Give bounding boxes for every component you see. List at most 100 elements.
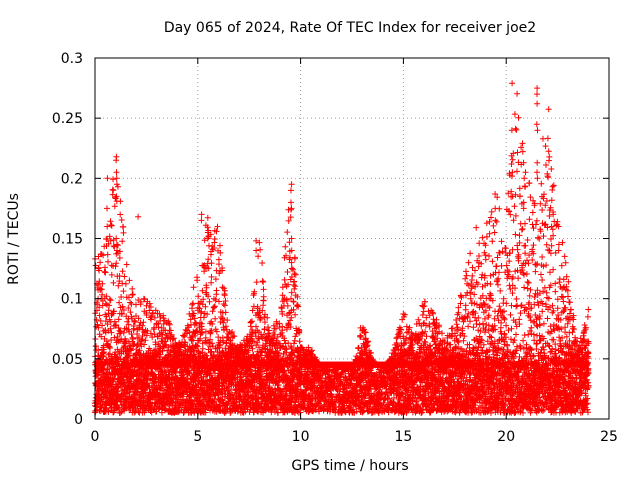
data-point	[259, 278, 266, 285]
data-point	[111, 308, 117, 315]
data-point	[115, 316, 122, 323]
data-point	[107, 297, 114, 304]
data-point	[213, 287, 220, 294]
data-point	[97, 317, 104, 324]
data-point	[105, 240, 112, 247]
data-point	[290, 298, 297, 305]
data-point	[128, 347, 135, 354]
data-point	[109, 191, 116, 198]
data-point	[117, 211, 124, 218]
data-point	[260, 286, 267, 293]
data-point	[119, 268, 126, 275]
data-point	[115, 384, 122, 391]
data-point	[104, 251, 111, 258]
data-point	[129, 291, 136, 298]
data-point	[132, 318, 139, 325]
data-point	[108, 222, 115, 229]
data-point	[292, 333, 299, 340]
data-point	[137, 298, 144, 305]
data-point	[99, 322, 106, 329]
data-point	[118, 294, 125, 300]
data-point	[110, 279, 117, 286]
data-point	[120, 224, 127, 230]
data-point	[110, 176, 116, 183]
data-point	[214, 223, 221, 230]
data-point	[115, 282, 122, 289]
data-point	[157, 314, 164, 321]
data-point	[106, 302, 113, 309]
data-point	[110, 187, 117, 194]
data-point	[112, 322, 119, 329]
data-point	[290, 266, 297, 273]
data-point	[102, 300, 109, 307]
data-point	[115, 324, 122, 331]
data-point	[129, 285, 136, 292]
data-point	[291, 255, 298, 262]
data-point	[222, 309, 229, 316]
data-point	[284, 229, 291, 236]
data-point	[281, 276, 288, 283]
data-point	[116, 255, 123, 261]
data-point	[120, 288, 127, 295]
data-point	[118, 217, 125, 223]
data-point	[195, 293, 202, 300]
data-point	[126, 277, 133, 284]
data-point	[130, 373, 137, 380]
data-point	[116, 299, 123, 306]
data-point	[205, 256, 212, 263]
data-point	[193, 320, 200, 327]
data-point	[111, 203, 118, 210]
data-point	[250, 292, 257, 299]
data-point	[98, 333, 105, 340]
data-point	[136, 347, 143, 354]
data-point	[97, 286, 104, 293]
data-point	[117, 198, 124, 205]
data-point	[261, 314, 268, 321]
data-point	[208, 260, 215, 267]
data-point	[104, 321, 111, 328]
data-point	[291, 270, 298, 277]
data-point	[200, 314, 207, 321]
data-point	[108, 262, 115, 269]
data-point	[284, 269, 291, 275]
data-point	[125, 294, 132, 301]
data-point	[204, 214, 211, 221]
data-point	[127, 299, 134, 306]
data-point	[114, 334, 121, 340]
data-point	[129, 292, 136, 298]
data-point	[107, 345, 113, 351]
data-point	[260, 279, 267, 285]
data-point	[190, 284, 197, 291]
data-point	[106, 296, 113, 303]
data-point	[113, 355, 120, 362]
data-point	[125, 305, 132, 311]
data-point	[120, 329, 127, 336]
data-point	[114, 242, 121, 249]
data-point	[216, 261, 222, 268]
data-point	[142, 337, 149, 344]
data-point	[105, 258, 111, 265]
data-point	[107, 218, 114, 225]
data-point	[95, 347, 102, 354]
data-point	[211, 304, 217, 311]
data-point	[130, 336, 136, 342]
data-point	[135, 315, 142, 322]
data-point	[107, 237, 114, 244]
data-points	[91, 80, 592, 416]
data-point	[103, 313, 110, 320]
data-point	[147, 304, 154, 310]
data-point	[212, 315, 219, 322]
data-point	[108, 337, 115, 343]
data-point	[122, 280, 129, 287]
data-point	[255, 253, 262, 260]
data-point	[247, 323, 254, 330]
data-point	[190, 300, 196, 307]
data-point	[98, 251, 105, 258]
data-point	[296, 338, 303, 345]
data-point	[102, 269, 109, 276]
data-point	[105, 408, 112, 415]
data-point	[201, 268, 208, 275]
data-point	[101, 349, 107, 356]
data-point	[293, 303, 300, 309]
